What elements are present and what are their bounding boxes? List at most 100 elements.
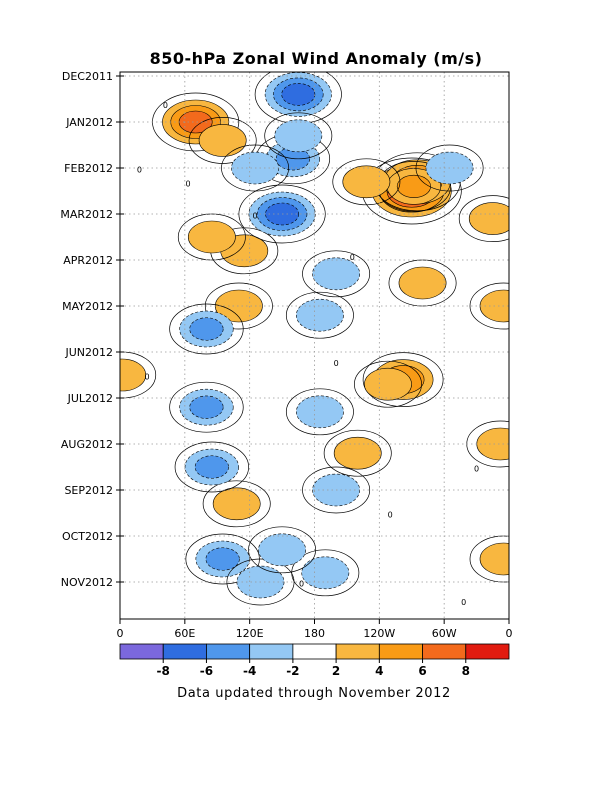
zero-contour bbox=[285, 388, 354, 436]
zero-contour bbox=[169, 303, 244, 355]
data-updated-note: Data updated through November 2012 bbox=[177, 686, 451, 701]
colorbar-label: 2 bbox=[332, 664, 340, 678]
easterly-anomaly-region bbox=[302, 250, 371, 298]
colorbar-label: 4 bbox=[375, 664, 383, 678]
zero-contour bbox=[204, 282, 273, 330]
y-tick-label: FEB2012 bbox=[64, 162, 113, 175]
contour-label: 0 bbox=[144, 373, 149, 382]
contour-label: 0 bbox=[299, 580, 304, 589]
westerly-anomaly-region bbox=[323, 429, 392, 477]
zero-contour bbox=[323, 429, 392, 477]
zero-contour bbox=[169, 381, 244, 433]
contour-fill bbox=[398, 266, 447, 300]
colorbar-swatch bbox=[206, 643, 251, 660]
contour-fill bbox=[189, 317, 224, 341]
easterly-anomaly-region bbox=[264, 112, 333, 160]
zero-contour bbox=[285, 291, 354, 339]
easterly-anomaly-region bbox=[185, 533, 260, 585]
zero-contour bbox=[362, 352, 444, 407]
zero-contour bbox=[264, 112, 333, 160]
contour-fill bbox=[258, 533, 306, 567]
colorbar-label: -6 bbox=[200, 664, 213, 678]
contour-fill bbox=[189, 395, 224, 419]
westerly-anomaly-region bbox=[202, 480, 271, 528]
contour-fill bbox=[120, 358, 147, 392]
x-axis: 0 60E 120E 180 120W 60W 0 bbox=[117, 619, 513, 640]
zero-contour bbox=[354, 360, 422, 408]
zero-contour bbox=[188, 117, 257, 164]
westerly-anomaly-region bbox=[332, 158, 401, 206]
y-tick-label: JUL2012 bbox=[67, 392, 113, 405]
x-tick-label: 0 bbox=[506, 627, 513, 640]
chart-title: 850-hPa Zonal Wind Anomaly (m/s) bbox=[150, 49, 483, 68]
y-tick-label: JAN2012 bbox=[65, 116, 113, 129]
zero-contour bbox=[174, 441, 249, 493]
contour-fill bbox=[281, 83, 316, 106]
contour-fill bbox=[205, 547, 240, 571]
contour-fill bbox=[476, 427, 509, 461]
contour-fill bbox=[333, 436, 382, 470]
colorbar-label: 6 bbox=[418, 664, 426, 678]
colorbar-swatch bbox=[292, 643, 337, 660]
easterly-anomaly-region bbox=[169, 303, 244, 355]
colorbar-label: -2 bbox=[286, 664, 299, 678]
y-tick-label: JUN2012 bbox=[64, 346, 113, 359]
x-tick-label: 0 bbox=[117, 627, 124, 640]
contour-fill bbox=[312, 257, 361, 291]
y-tick-label: NOV2012 bbox=[61, 576, 113, 589]
contour-fill bbox=[364, 367, 412, 401]
colorbar: -8 -6 -4 -2 2 4 6 8 bbox=[119, 643, 510, 678]
x-tick-label: 120E bbox=[236, 627, 264, 640]
x-tick-label: 60E bbox=[174, 627, 195, 640]
contour-fill bbox=[296, 395, 344, 429]
zero-contour bbox=[458, 195, 509, 242]
westerly-anomaly-region bbox=[354, 360, 422, 408]
easterly-anomaly-region bbox=[285, 388, 354, 436]
contour-fill bbox=[187, 220, 236, 254]
westerly-anomaly-region bbox=[469, 535, 509, 583]
contour-label: 0 bbox=[334, 359, 339, 368]
contour-fill bbox=[212, 487, 261, 521]
zero-contour bbox=[202, 480, 271, 528]
zero-contour bbox=[291, 549, 360, 597]
grid-lines bbox=[120, 72, 509, 619]
colorbar-swatch bbox=[162, 643, 207, 660]
zero-contour bbox=[238, 184, 326, 244]
colorbar-swatch bbox=[335, 643, 380, 660]
zero-contour bbox=[302, 466, 371, 514]
colorbar-swatch bbox=[378, 643, 423, 660]
colorbar-label: -4 bbox=[243, 664, 256, 678]
contour-label: 0 bbox=[474, 465, 479, 474]
y-tick-label: SEP2012 bbox=[64, 484, 113, 497]
zero-contour bbox=[415, 144, 484, 192]
colorbar-label: -8 bbox=[157, 664, 170, 678]
contour-fill bbox=[396, 174, 431, 198]
colorbar-swatch bbox=[465, 643, 510, 660]
easterly-anomaly-region bbox=[174, 441, 249, 493]
contour-fill bbox=[342, 165, 391, 199]
westerly-anomaly-region bbox=[458, 195, 509, 242]
contour-label: 0 bbox=[253, 212, 258, 221]
zero-contour bbox=[221, 144, 290, 192]
contour-label: 0 bbox=[163, 101, 168, 110]
colorbar-swatch bbox=[119, 643, 164, 660]
contour-label: 0 bbox=[137, 166, 142, 175]
easterly-anomaly-region bbox=[291, 549, 360, 597]
zero-contour bbox=[332, 158, 401, 206]
x-tick-label: 120W bbox=[363, 627, 395, 640]
easterly-anomaly-region bbox=[248, 526, 317, 574]
zero-contour bbox=[248, 526, 317, 574]
contour-fill bbox=[296, 298, 344, 332]
y-tick-label: MAR2012 bbox=[60, 208, 113, 221]
contour-fill bbox=[274, 119, 323, 153]
y-tick-label: DEC2011 bbox=[62, 70, 113, 83]
westerly-anomaly-region bbox=[188, 117, 257, 164]
contour-fill bbox=[301, 556, 350, 590]
y-tick-label: OCT2012 bbox=[62, 530, 113, 543]
colorbar-swatch bbox=[422, 643, 467, 660]
contour-label: 0 bbox=[388, 511, 393, 520]
contour-fill bbox=[194, 455, 229, 479]
zero-contour bbox=[469, 282, 509, 330]
easterly-anomaly-region bbox=[169, 381, 244, 433]
